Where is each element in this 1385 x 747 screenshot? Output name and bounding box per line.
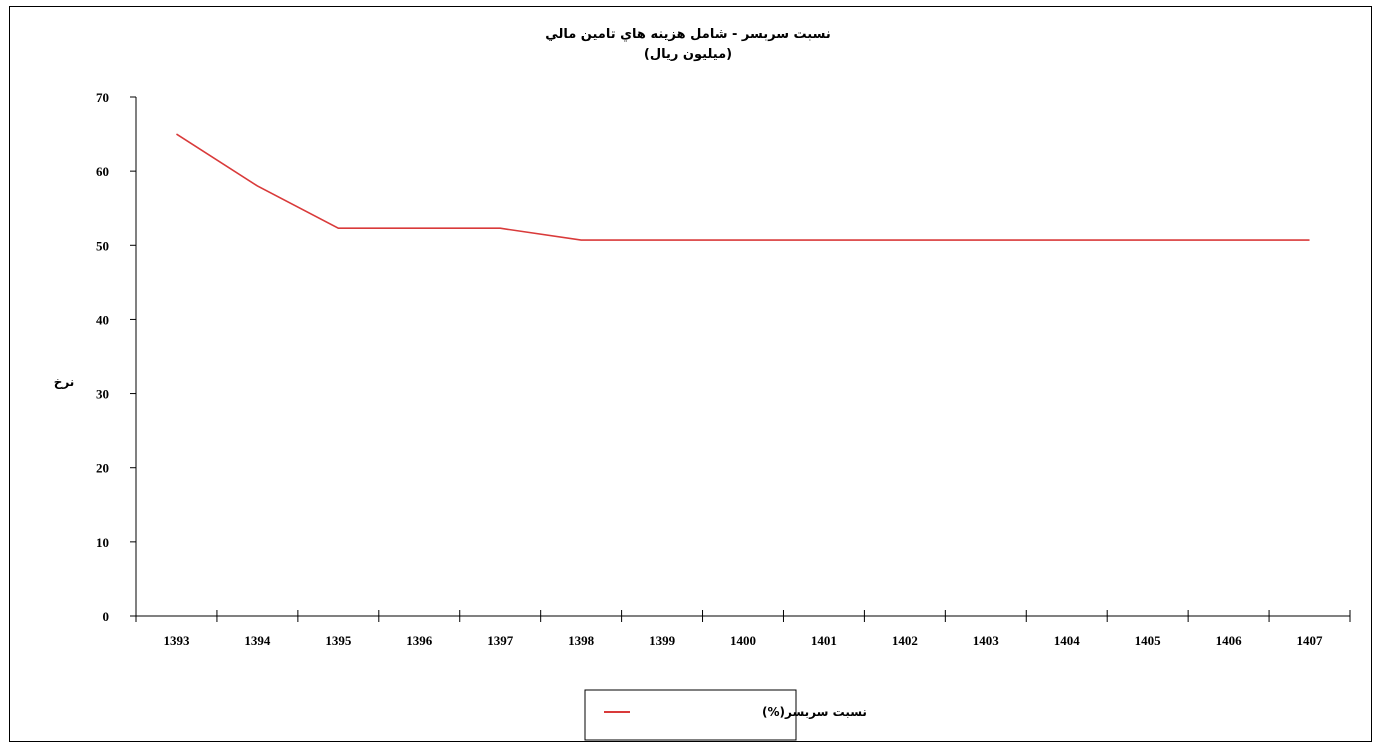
legend-box [584, 689, 797, 741]
x-tick-label: 1393 [163, 633, 190, 648]
x-tick-label: 1400 [730, 633, 756, 648]
x-tick-label: 1397 [487, 633, 514, 648]
x-tick-label: 1396 [406, 633, 433, 648]
x-tick-label: 1404 [1054, 633, 1081, 648]
y-tick-label: 0 [103, 609, 110, 624]
x-tick-label: 1401 [811, 633, 837, 648]
chart-title: نسبت سربسر - شامل هزینه هاي تامین مالي [545, 27, 830, 42]
y-tick-label: 10 [96, 535, 109, 550]
x-tick-label: 1407 [1297, 633, 1324, 648]
series-layer [176, 133, 1310, 241]
x-tick-label: 1394 [244, 633, 271, 648]
x-tick-label: 1398 [568, 633, 595, 648]
x-tick-label: 1395 [325, 633, 352, 648]
x-axis: 1393 1394 1395 1396 1397 1398 1399 1400 1401 1402… [135, 610, 1351, 648]
x-tick-label: 1406 [1216, 633, 1243, 648]
y-tick-label: 20 [96, 461, 109, 476]
y-tick-label: 70 [96, 90, 109, 105]
y-tick-label: 30 [96, 387, 109, 402]
y-axis: 0 10 20 30 40 50 60 70 [96, 90, 137, 624]
y-axis-label: نرخ [54, 375, 75, 389]
x-tick-label: 1403 [973, 633, 1000, 648]
series-line [176, 133, 1310, 241]
chart-frame [9, 6, 1372, 742]
legend-label: نسبت سربسر(%) [762, 705, 867, 719]
y-tick-label: 60 [96, 164, 109, 179]
x-tick-label: 1399 [649, 633, 676, 648]
legend: نسبت سربسر(%) [584, 689, 867, 741]
x-tick-label: 1405 [1135, 633, 1162, 648]
y-tick-label: 40 [96, 312, 109, 327]
y-tick-label: 50 [96, 238, 109, 253]
chart-subtitle: (میلیون ریال) [644, 47, 732, 62]
x-tick-label: 1402 [892, 633, 918, 648]
